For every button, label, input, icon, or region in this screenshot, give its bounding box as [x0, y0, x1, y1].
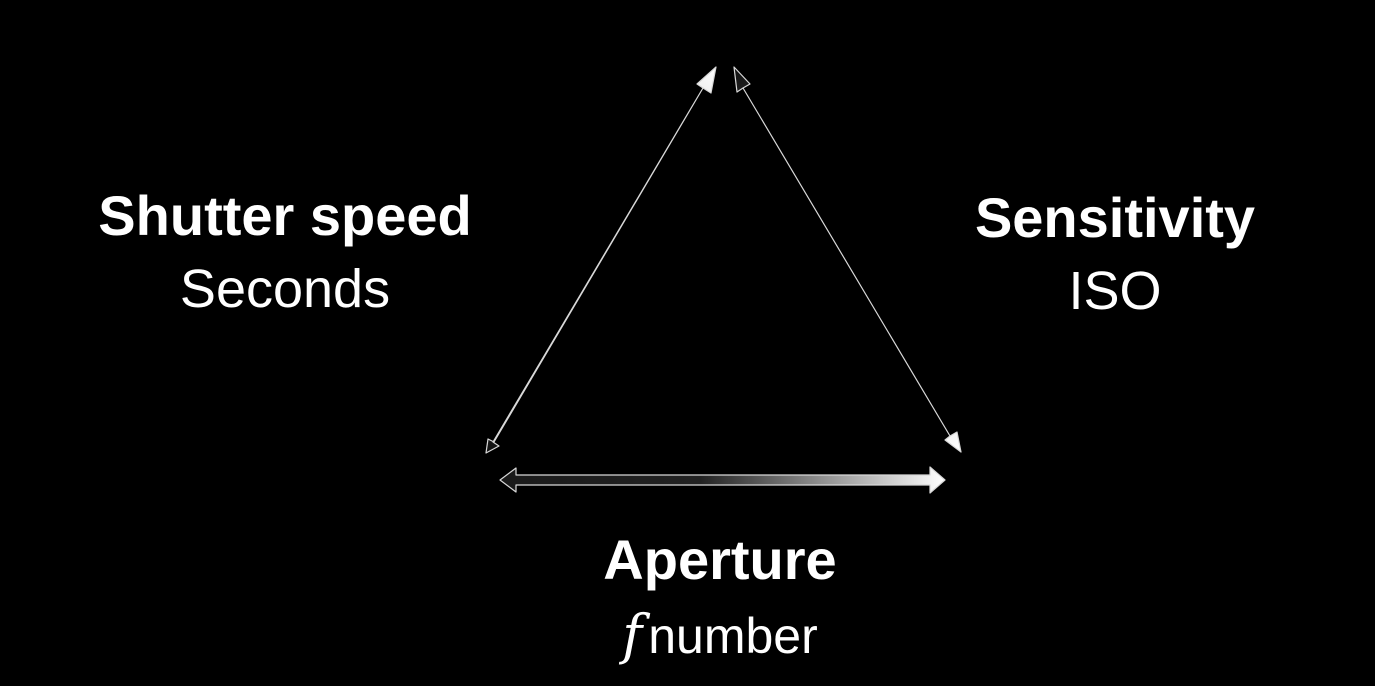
shutter-speed-title: Shutter speed	[98, 184, 472, 247]
aperture-unit: f number	[560, 608, 880, 662]
aperture-node: Aperture f number	[560, 532, 880, 662]
aperture-unit-text: number	[648, 608, 818, 664]
shutter-speed-node: Shutter speed Seconds	[70, 184, 500, 319]
aperture-title: Aperture	[603, 528, 837, 591]
sensitivity-unit: ISO	[1068, 261, 1162, 321]
arrow-shutter-top	[485, 66, 717, 454]
f-symbol: f	[622, 603, 643, 666]
sensitivity-node: Sensitivity ISO	[950, 186, 1280, 321]
arrow-shutter-sensitivity	[499, 466, 946, 494]
arrow-top-sensitivity	[733, 66, 962, 453]
shutter-speed-unit: Seconds	[179, 259, 391, 319]
sensitivity-title: Sensitivity	[974, 186, 1256, 249]
